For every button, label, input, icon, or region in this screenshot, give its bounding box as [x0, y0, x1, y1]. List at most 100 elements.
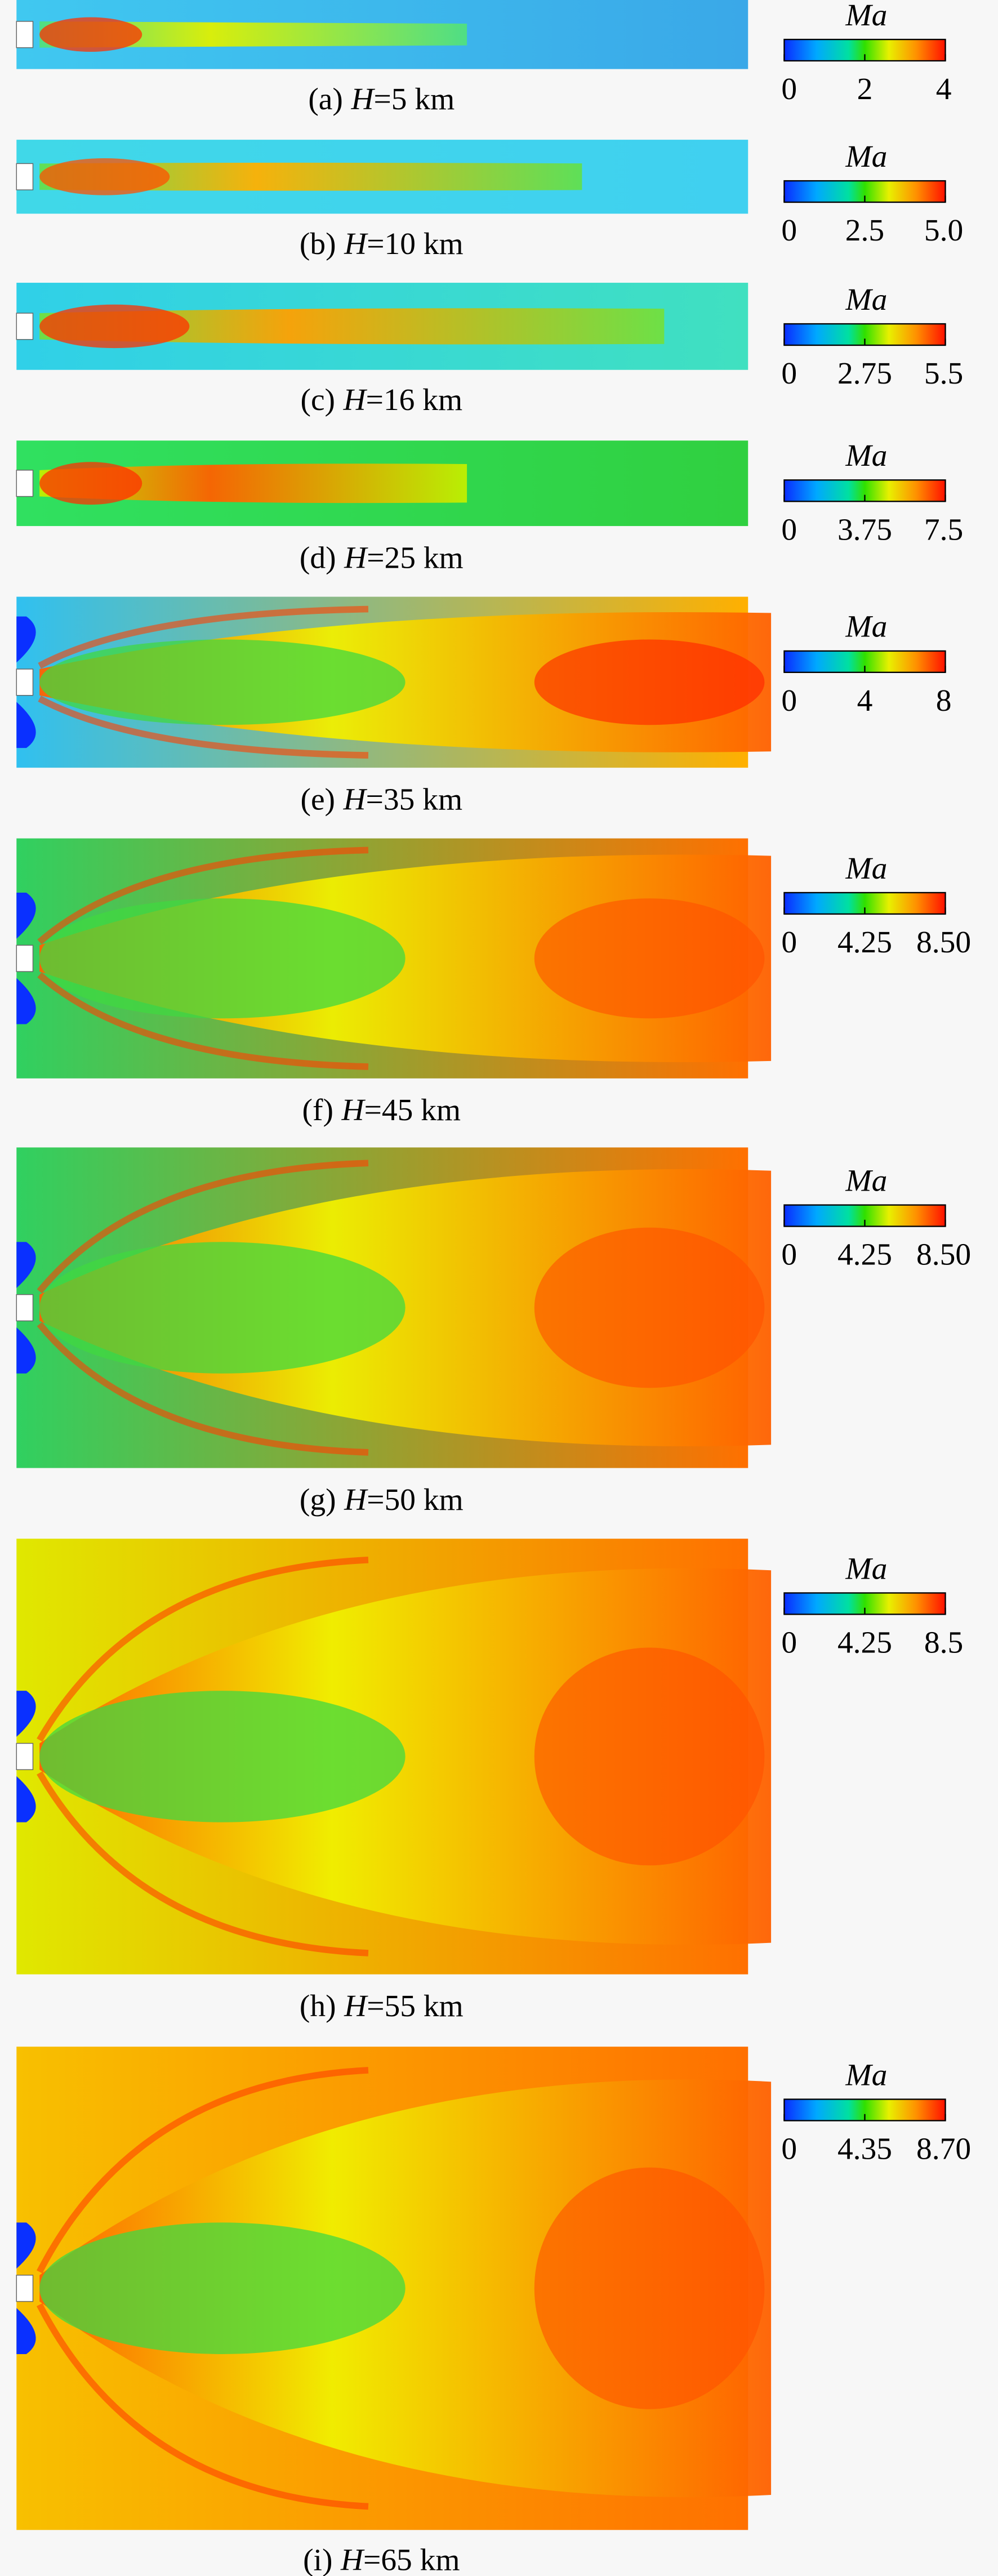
caption-variable: H — [341, 1093, 366, 1127]
shock-layer — [37, 972, 369, 1070]
jet-plume — [39, 308, 665, 345]
contour-field — [16, 0, 748, 69]
panel: (b) H=10 km Ma 0 2.5 5.0 — [16, 139, 963, 261]
caption-value: =35 km — [366, 782, 462, 816]
caption: (f) H=45 km — [302, 1093, 461, 1127]
jet-core — [39, 462, 142, 505]
contour-field — [16, 596, 772, 768]
shock-layer — [38, 696, 369, 759]
colorbar-tick-label: 2 — [857, 72, 873, 106]
colorbar-tick-label: 4.25 — [837, 925, 892, 959]
caption-label: (f) — [302, 1093, 333, 1127]
jet-core — [39, 1691, 406, 1822]
caption: (c) H=16 km — [300, 382, 462, 417]
shock-layer — [36, 2303, 369, 2510]
colorbar-title: Ma — [845, 282, 887, 317]
caption: (a) H=5 km — [308, 82, 455, 116]
caption: (d) H=25 km — [300, 540, 464, 574]
colorbar-title: Ma — [845, 1163, 887, 1197]
colorbar-title: Ma — [845, 0, 887, 32]
shock-layer — [36, 2067, 369, 2274]
nozzle — [16, 163, 34, 190]
colorbar-tick-label: 5.5 — [924, 356, 963, 390]
nozzle — [16, 470, 34, 497]
caption-variable: H — [340, 2542, 365, 2576]
jet-core — [39, 1242, 406, 1374]
contour-field — [16, 838, 772, 1078]
nozzle — [16, 21, 34, 48]
caption-value: =25 km — [367, 540, 463, 574]
jet-plume — [39, 2079, 772, 2497]
colorbar-tick-label: 0 — [781, 356, 797, 390]
colorbar: Ma 0 4.25 8.5 — [781, 1551, 963, 1659]
nozzle — [16, 944, 34, 972]
contour-field — [16, 283, 748, 370]
expansion-region — [16, 1776, 36, 1822]
caption-label: (a) — [308, 82, 343, 116]
colorbar-tick-label: 4.25 — [837, 1625, 892, 1660]
colorbar-tick-label: 0 — [781, 512, 797, 546]
shock-layer — [37, 846, 369, 944]
panel: (h) H=55 km Ma 0 4.25 8.5 — [16, 1539, 963, 2023]
panel: (d) H=25 km Ma 0 3.75 7.5 — [16, 438, 963, 574]
shock-layer — [37, 1160, 369, 1294]
colorbar-title: Ma — [845, 851, 887, 885]
contour-field — [16, 1539, 772, 1975]
colorbar-title: Ma — [845, 2057, 887, 2092]
hot-region — [534, 898, 765, 1019]
colorbar: Ma 0 4 8 — [781, 609, 951, 717]
contour-field — [16, 140, 748, 214]
colorbar-title: Ma — [845, 438, 887, 473]
colorbar: Ma 0 4.25 8.50 — [781, 851, 971, 959]
jet-core — [39, 304, 190, 349]
hot-region — [534, 639, 765, 725]
colorbar-tick-label: 8.70 — [916, 2132, 971, 2166]
jet-plume — [39, 162, 582, 191]
colorbar-tick-label: 0 — [781, 925, 797, 959]
colorbar-tick-label: 5.0 — [924, 213, 963, 247]
colorbar-tick-label: 2.5 — [845, 213, 884, 247]
expansion-region — [16, 978, 36, 1024]
caption-value: =16 km — [366, 382, 462, 417]
colorbar-tick-label: 4.25 — [837, 1237, 892, 1272]
expansion-region — [16, 2308, 36, 2354]
caption-variable: H — [343, 782, 368, 816]
caption-label: (b) — [300, 226, 336, 261]
colorbar-tick-label: 8.50 — [916, 925, 971, 959]
hot-region — [534, 1647, 765, 1866]
caption: (g) H=50 km — [300, 1482, 464, 1517]
contour-field — [16, 1147, 772, 1468]
panel: (f) H=45 km Ma 0 4.25 8.50 — [16, 838, 971, 1127]
colorbar: Ma 0 3.75 7.5 — [781, 438, 963, 546]
colorbar: Ma 0 2 4 — [781, 0, 951, 106]
caption-label: (h) — [300, 1989, 336, 2023]
colorbar-tick-label: 7.5 — [924, 512, 963, 546]
caption-variable: H — [344, 540, 368, 574]
expansion-region — [16, 2222, 36, 2269]
caption-value: =55 km — [367, 1989, 463, 2023]
colorbar-title: Ma — [845, 1551, 887, 1585]
panel: (g) H=50 km Ma 0 4.25 8.50 — [16, 1147, 971, 1517]
nozzle — [16, 668, 34, 696]
caption-variable: H — [344, 1482, 368, 1517]
caption-value: =45 km — [364, 1093, 461, 1127]
caption: (e) H=35 km — [300, 782, 462, 816]
caption-variable: H — [344, 1989, 368, 2023]
jet-core — [39, 17, 142, 52]
caption-variable: H — [344, 226, 368, 261]
contour-field — [16, 440, 748, 527]
caption-label: (i) — [303, 2542, 332, 2576]
jet-core — [39, 158, 170, 195]
jet-plume — [39, 1169, 772, 1447]
colorbar-tick-label: 0 — [781, 683, 797, 717]
colorbar: Ma 0 2.75 5.5 — [781, 282, 963, 390]
colorbar-tick-label: 8.50 — [916, 1237, 971, 1272]
colorbar-tick-label: 0 — [781, 2132, 797, 2166]
colorbar-tick-label: 4 — [936, 72, 952, 106]
colorbar-tick-label: 0 — [781, 1625, 797, 1660]
caption: (b) H=10 km — [300, 226, 464, 261]
colorbar: Ma 0 2.5 5.0 — [781, 139, 963, 247]
shock-layer — [37, 1557, 369, 1742]
expansion-region — [16, 1242, 36, 1288]
